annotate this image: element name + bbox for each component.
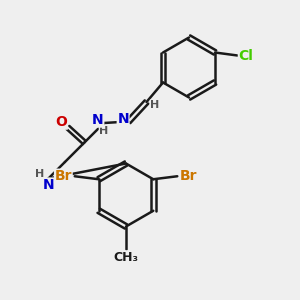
Text: O: O (56, 115, 67, 129)
Text: CH₃: CH₃ (113, 251, 139, 264)
Text: Cl: Cl (238, 49, 253, 62)
Text: H: H (35, 169, 45, 179)
Text: H: H (150, 100, 160, 110)
Text: Br: Br (180, 169, 197, 183)
Text: N: N (43, 178, 54, 192)
Text: H: H (99, 126, 109, 136)
Text: N: N (92, 113, 104, 127)
Text: Br: Br (55, 169, 72, 183)
Text: N: N (117, 112, 129, 125)
